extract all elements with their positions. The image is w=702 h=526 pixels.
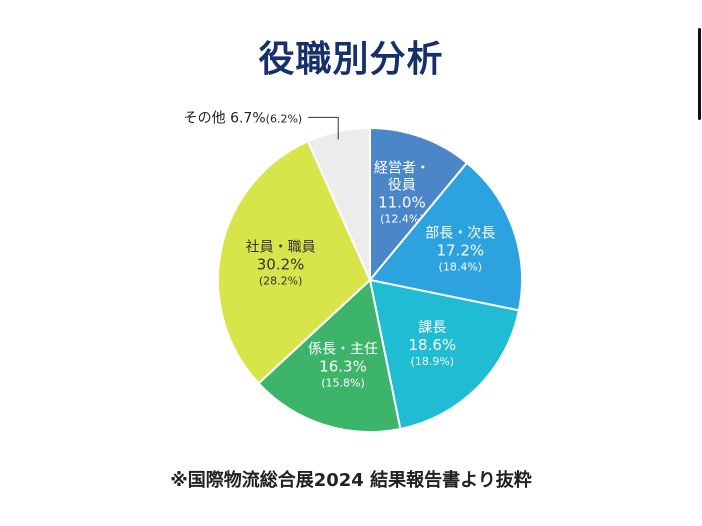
- source-footnote: ※国際物流総合展2024 結果報告書より抜粋: [170, 470, 532, 491]
- slice-value: 11.0%: [378, 193, 426, 211]
- slice-value: 16.3%: [319, 357, 367, 375]
- pie-slice: [369, 126, 469, 283]
- slice-name: 社員・職員: [246, 239, 316, 255]
- slice-name: 役員: [388, 177, 416, 193]
- pie-slice: [257, 278, 402, 433]
- leader-line: [308, 116, 339, 140]
- slice-name: 係長・主任: [308, 341, 378, 357]
- slice-prev-value: (18.9%): [411, 355, 455, 368]
- slice-prev-value: (15.8%): [321, 376, 365, 389]
- slice-name: 経営者・: [374, 160, 430, 176]
- page-title: 役職別分析: [258, 39, 444, 80]
- slice-value: 18.6%: [408, 336, 456, 354]
- slice-label: その他 6.7%(6.2%): [184, 110, 303, 126]
- slice-value: 17.2%: [436, 242, 484, 260]
- slice-name: 課長: [418, 320, 446, 336]
- pie-slice: [217, 139, 372, 385]
- slice-prev-value: (12.4%): [380, 212, 424, 225]
- pie-slice: [368, 278, 521, 431]
- scrollbar[interactable]: [698, 28, 701, 120]
- pie-slice: [368, 161, 524, 312]
- slice-prev-value: (18.4%): [439, 261, 483, 274]
- slice-value: 30.2%: [257, 255, 305, 273]
- slice-prev-value: (28.2%): [259, 274, 303, 287]
- slice-name: 部長・次長: [425, 226, 495, 242]
